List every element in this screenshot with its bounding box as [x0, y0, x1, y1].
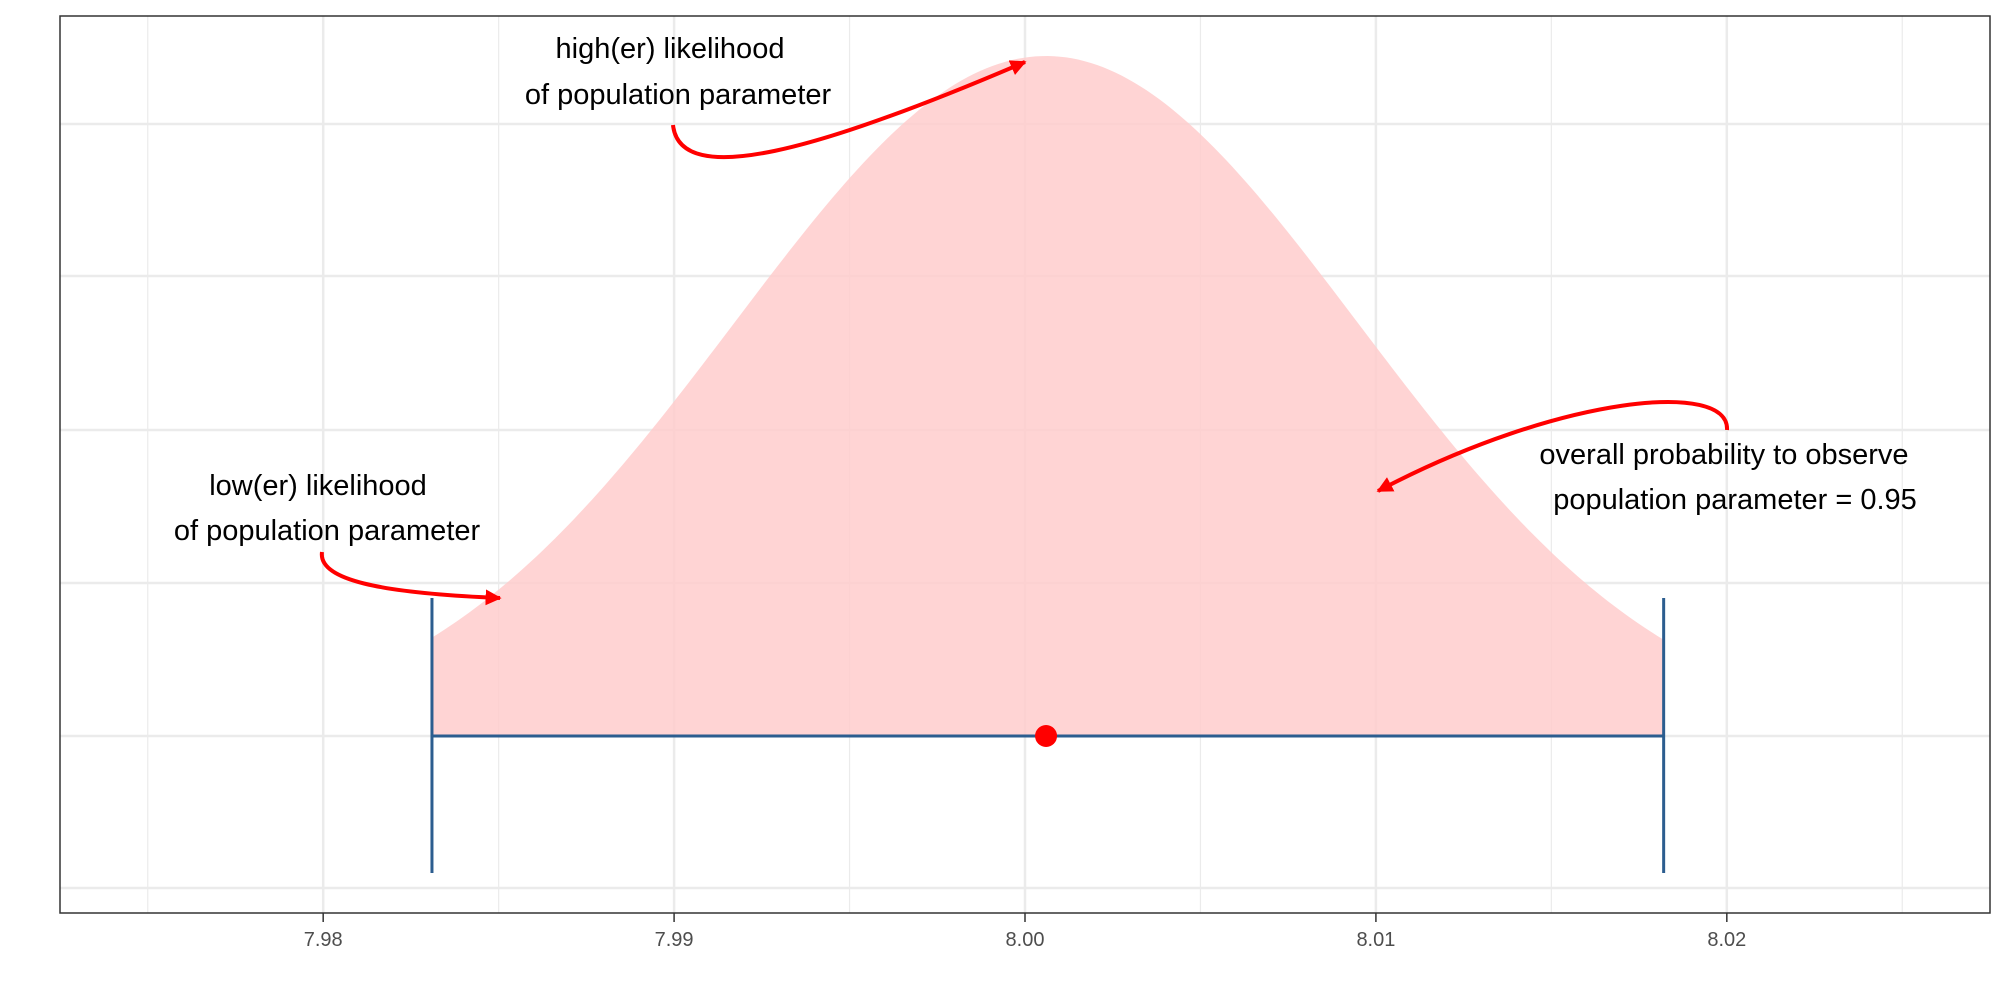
- annotation-overall-line-2: population parameter = 0.95: [1553, 484, 1917, 516]
- density-area: [431, 56, 1664, 736]
- point-estimate: [1035, 725, 1058, 747]
- annotation-low-line-1: low(er) likelihood: [209, 470, 427, 502]
- annotation-overall-line-1: overall probability to observe: [1539, 439, 1908, 471]
- annotation-high-line-2: of population parameter: [525, 79, 832, 111]
- x-tick-label: 8.02: [1707, 929, 1746, 951]
- confidence-interval: [430, 598, 1666, 873]
- annotation-high-line-1: high(er) likelihood: [556, 33, 785, 65]
- x-tick-label: 8.00: [1006, 929, 1045, 951]
- annotation-arrows: [319, 60, 1730, 606]
- annotation-high-likelihood: high(er) likelihood of population parame…: [525, 33, 832, 111]
- x-tick-label: 8.01: [1356, 929, 1395, 951]
- annotation-low-likelihood: low(er) likelihood of population paramet…: [174, 470, 481, 547]
- arrow-low-likelihood: [319, 551, 502, 606]
- arrow-overall-probability: [1376, 400, 1730, 493]
- annotation-overall-probability: overall probability to observe populatio…: [1539, 439, 1916, 516]
- annotation-low-line-2: of population parameter: [174, 515, 481, 547]
- x-tick-label: 7.99: [655, 929, 694, 951]
- arrow-high-likelihood: [671, 60, 1027, 160]
- x-axis: 7.98 7.99 8.00 8.01 8.02: [304, 913, 1746, 951]
- x-tick-label: 7.98: [304, 929, 343, 951]
